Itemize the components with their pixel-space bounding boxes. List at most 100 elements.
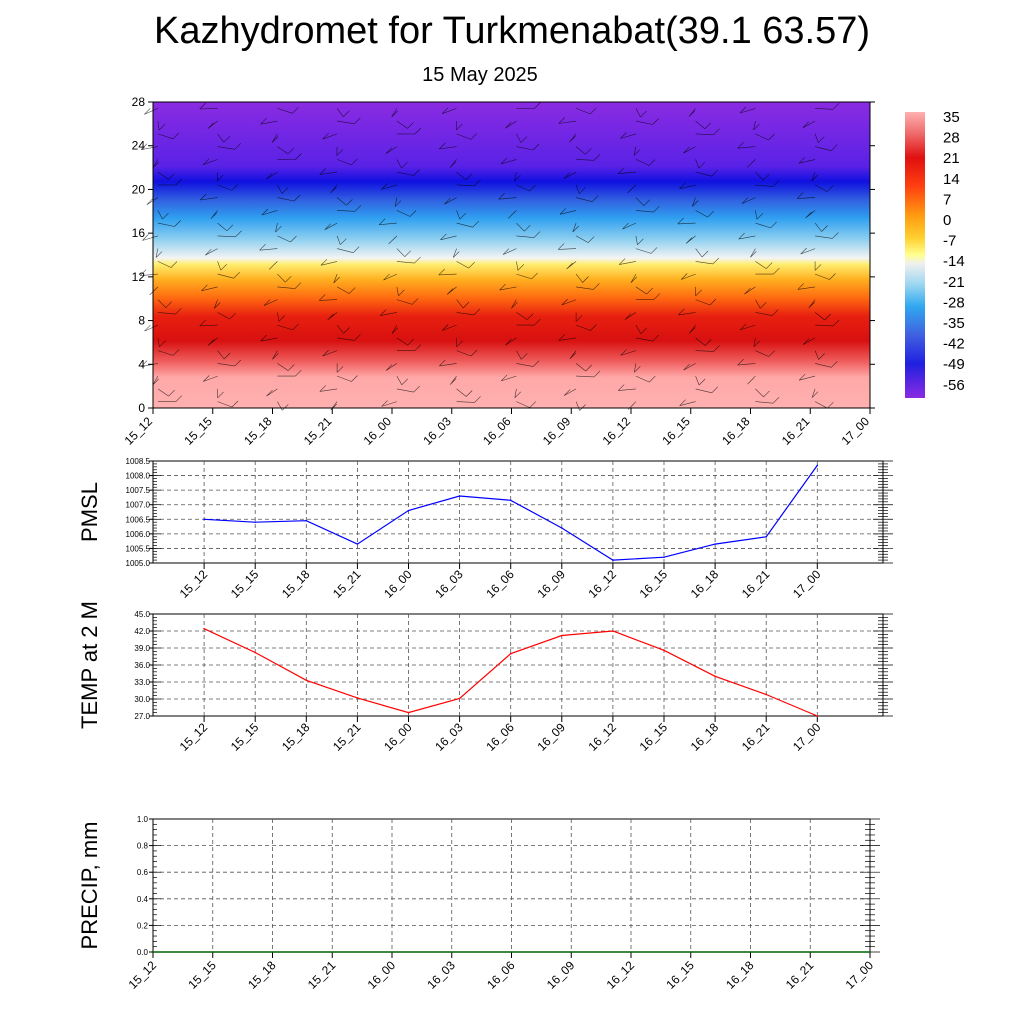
wind-barb [514, 388, 522, 399]
x-tick-label: 15_21 [330, 720, 364, 754]
y-tick-label: 1007.5 [126, 486, 151, 495]
series-point [407, 509, 410, 512]
wind-barb [630, 273, 638, 284]
temp-panel: 27.0 30.0 33.0 36.0 39.0 42.0 45.0 15_12 15_15 15… [77, 601, 893, 754]
wind-barb [320, 259, 338, 266]
series-point [765, 693, 767, 696]
wind-barb [814, 350, 825, 360]
wind-barb [379, 309, 397, 316]
wind-barb [688, 108, 696, 117]
series-point [305, 519, 308, 522]
y-tick-label: 42.0 [134, 627, 150, 636]
wind-barb [277, 323, 299, 331]
wind-barb [695, 169, 718, 177]
y-tick-label: 0.6 [137, 868, 149, 877]
wind-barb [385, 363, 398, 371]
heatmap-x-axis: 15_12 15_15 15_18 15_21 16_00 16_03 16_06 16_09… [122, 408, 872, 448]
colorbar-label: -35 [943, 315, 965, 332]
series-point [612, 559, 614, 561]
wind-barb [277, 235, 297, 243]
wind-barb [808, 299, 816, 309]
wind-barb [516, 133, 528, 143]
wind-barb [157, 171, 175, 180]
wind-barb [802, 337, 816, 345]
wind-barb [210, 210, 218, 219]
wind-barb [796, 192, 816, 199]
wind-barb [624, 312, 637, 320]
x-tick-label: 16_00 [365, 958, 399, 992]
colorbar-label: -14 [943, 253, 965, 270]
wind-barb [516, 184, 536, 192]
x-tick-label: 15_15 [228, 720, 262, 754]
wind-barb [396, 337, 414, 346]
wind-barb [199, 319, 218, 327]
x-tick-label: 15_12 [177, 720, 211, 754]
wind-barb [277, 273, 292, 283]
wind-barb [502, 248, 517, 255]
wind-barb [695, 286, 702, 297]
wind-barb [575, 324, 597, 331]
wind-barb [746, 159, 756, 168]
heatmap-y-tick-label: 12 [132, 270, 146, 284]
wind-barb [575, 363, 592, 372]
wind-barb [396, 385, 420, 393]
wind-barb [814, 133, 825, 143]
wind-barb [755, 180, 780, 187]
wind-barb [500, 157, 517, 165]
wind-barb [157, 388, 175, 397]
series-point [254, 521, 256, 523]
wind-barb [140, 143, 158, 150]
wind-barb [617, 167, 636, 174]
x-tick-label: 16_06 [483, 567, 517, 601]
wind-barb [456, 299, 470, 309]
wind-barb [259, 243, 278, 251]
y-axis-label: PMSL [77, 482, 102, 542]
y-axis-label: TEMP at 2 M [77, 601, 102, 729]
wind-barb [456, 308, 481, 316]
colorbar-label: -21 [943, 274, 965, 291]
wind-barb [635, 247, 658, 254]
heatmap-y-tick-label: 20 [132, 182, 146, 196]
wind-barb [438, 142, 457, 150]
wind-barb [157, 220, 181, 227]
heatmap-y-tick-label: 16 [132, 226, 146, 240]
wind-barb [815, 103, 840, 110]
wind-barb [798, 373, 816, 381]
wind-barb [635, 118, 659, 125]
wind-barb [394, 197, 402, 207]
heatmap-x-tick-label: 16_03 [420, 414, 454, 448]
wind-barb [755, 261, 773, 269]
heatmap-y-axis: 0 4 8 12 16 20 24 28 [132, 95, 875, 415]
wind-barb [217, 222, 234, 232]
wind-barb [569, 350, 577, 360]
wind-barb [330, 184, 338, 194]
heatmap-y-tick-label: 24 [132, 139, 146, 153]
wind-barb [142, 234, 158, 241]
heatmap-y-tick-label: 0 [138, 401, 145, 415]
series-point [458, 697, 461, 700]
wind-barb [561, 298, 577, 306]
series-point [458, 495, 461, 497]
precip-panel: 0.0 0.2 0.4 0.6 0.8 1.0 15_12 15_15 15_18 15_21 16… [77, 815, 880, 992]
wind-barb [327, 312, 338, 321]
x-tick-label: 16_18 [723, 958, 757, 992]
x-tick-label: 16_03 [432, 567, 466, 601]
wind-barb [755, 221, 777, 229]
wind-barb [737, 358, 756, 366]
panel-frame [152, 460, 884, 564]
wind-barb [755, 309, 779, 316]
wind-barb [498, 192, 517, 200]
wind-barb [679, 399, 696, 406]
heatmap-x-tick-label: 16_00 [361, 414, 395, 448]
wind-barb [452, 248, 460, 258]
wind-barb [396, 120, 414, 129]
wind-barb [396, 159, 408, 169]
wind-barb [802, 120, 816, 128]
wind-barb [217, 261, 228, 271]
x-tick-label: 15_15 [228, 567, 262, 601]
x-tick-label: 16_06 [483, 720, 517, 754]
wind-barb [396, 169, 420, 176]
heatmap-x-tick-label: 15_15 [181, 414, 215, 448]
wind-barb [755, 299, 767, 309]
